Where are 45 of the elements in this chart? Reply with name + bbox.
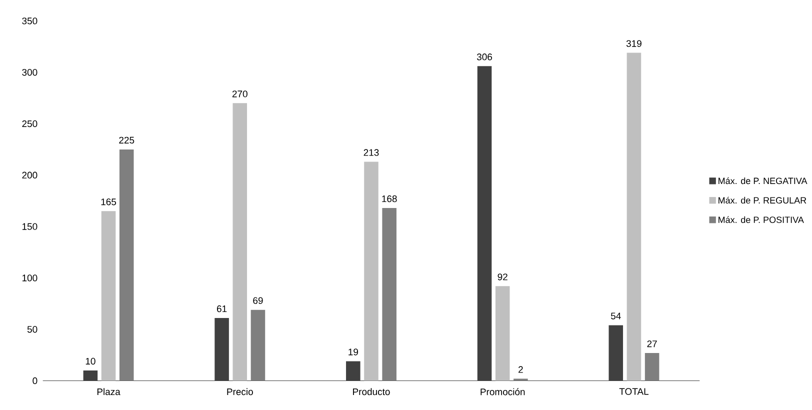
x-tick-label: Promoción — [480, 388, 525, 396]
data-label: 319 — [626, 40, 642, 47]
bar — [214, 318, 229, 381]
x-tick-label: Plaza — [97, 388, 120, 395]
data-label: 168 — [382, 195, 397, 202]
y-tick-label: 350 — [22, 17, 38, 24]
data-label: 61 — [217, 305, 227, 312]
y-tick-label: 150 — [22, 223, 38, 230]
data-label: 165 — [101, 198, 116, 206]
data-label: 2 — [518, 366, 523, 373]
data-label: 54 — [610, 312, 621, 320]
y-tick-label: 100 — [22, 274, 38, 282]
bar — [250, 310, 266, 381]
data-label: 270 — [232, 90, 248, 98]
data-label: 306 — [476, 53, 492, 60]
bar — [644, 352, 660, 381]
bar — [83, 370, 98, 381]
data-label: 225 — [119, 136, 134, 144]
legend-label: Máx. de P. REGULAR — [718, 196, 806, 204]
legend-label: Máx. de P. NEGATIVA — [718, 177, 808, 184]
bar — [101, 211, 116, 381]
x-tick-label: TOTAL — [619, 388, 649, 395]
bar — [495, 286, 510, 381]
data-label: 27 — [647, 340, 657, 347]
y-tick-label: 200 — [22, 172, 38, 178]
data-label: 10 — [86, 358, 96, 364]
legend-label: Máx. de P. POSITIVA — [718, 216, 804, 223]
data-label: 92 — [498, 273, 508, 280]
y-tick-label: 0 — [32, 377, 38, 384]
bar — [382, 208, 396, 381]
bar — [608, 325, 624, 381]
y-tick-label: 250 — [22, 120, 38, 127]
y-tick-label: 300 — [22, 68, 38, 76]
x-tick-label: Precio — [227, 388, 253, 395]
bar — [477, 66, 492, 381]
y-tick-label: 50 — [27, 326, 38, 333]
bar — [626, 52, 642, 381]
bar — [346, 361, 360, 381]
data-label: 69 — [253, 297, 263, 304]
bar — [119, 149, 134, 381]
x-tick-label: Producto — [353, 388, 390, 395]
bar — [232, 103, 248, 381]
bar — [364, 162, 378, 381]
data-label: 213 — [364, 149, 379, 156]
data-label: 19 — [348, 348, 358, 356]
